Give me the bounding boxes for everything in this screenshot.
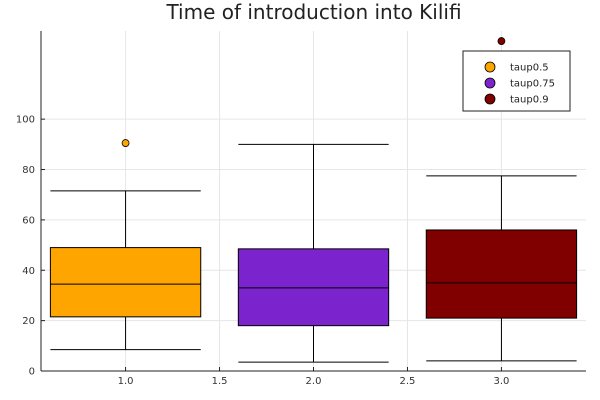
x-tick-label: 1.5 xyxy=(212,376,228,387)
y-tick-label: 60 xyxy=(22,215,35,226)
outlier-point xyxy=(121,139,130,147)
legend: taup0.5 taup0.75 taup0.9 xyxy=(462,50,571,112)
boxes xyxy=(49,37,578,363)
chart-title: Time of introduction into Kilifi xyxy=(165,0,461,24)
box-series-taup0.9 xyxy=(425,37,578,362)
y-tick-label: 40 xyxy=(22,266,35,277)
legend-marker-taup0.5 xyxy=(484,61,496,73)
x-tick-label: 2.0 xyxy=(306,376,322,387)
y-tick-label: 0 xyxy=(29,367,35,378)
y-tick-label: 100 xyxy=(16,115,35,126)
legend-marker-taup0.9 xyxy=(484,93,496,105)
x-tick-label: 2.5 xyxy=(400,376,416,387)
legend-marker-taup0.75 xyxy=(484,77,496,89)
legend-label-taup0.5: taup0.5 xyxy=(510,63,549,74)
axes xyxy=(40,31,586,372)
tick-labels: 1.0 1.5 2.0 2.5 3.0 0 20 40 60 80 100 xyxy=(16,115,509,387)
y-tick-label: 80 xyxy=(22,165,35,176)
legend-label-taup0.9: taup0.9 xyxy=(510,95,549,106)
iqr-box xyxy=(425,229,578,319)
x-tick-label: 1.0 xyxy=(118,376,134,387)
legend-box xyxy=(462,50,571,112)
box-series-taup0.75 xyxy=(237,143,390,363)
x-tick-label: 3.0 xyxy=(493,376,509,387)
box-series-taup0.5 xyxy=(49,139,202,351)
legend-label-taup0.75: taup0.75 xyxy=(510,79,555,90)
y-tick-label: 20 xyxy=(22,316,35,327)
outlier-point xyxy=(497,37,506,45)
iqr-box xyxy=(237,248,390,327)
iqr-box xyxy=(49,247,202,318)
